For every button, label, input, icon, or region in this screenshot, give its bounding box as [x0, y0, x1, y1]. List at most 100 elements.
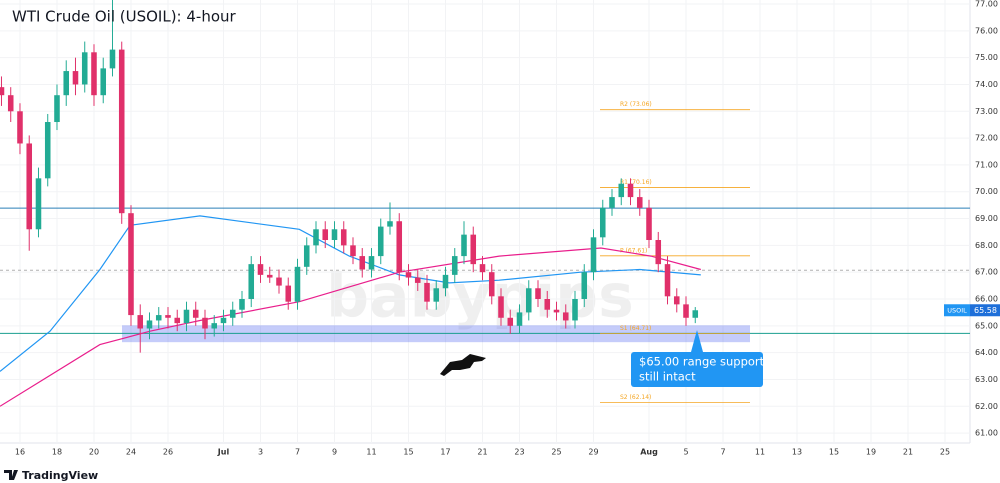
callout-text: still intact [639, 370, 696, 384]
candle-body [636, 197, 643, 208]
plot-area: R2 (73.06) R1 (70.16) P (67.61) S1 (64.71) S… [0, 0, 970, 443]
callout-text: $65.00 range support [639, 355, 765, 369]
candle-body [405, 272, 412, 278]
y-tick-label: 74.00 [975, 80, 998, 89]
brand-logo [4, 470, 18, 480]
candle-body [146, 320, 153, 329]
x-tick-label: 29 [588, 448, 598, 457]
x-tick-label: 19 [866, 448, 876, 457]
candle-body [599, 207, 606, 238]
pivot-label: S1 (64.71) [620, 325, 651, 332]
candle-body [340, 229, 347, 246]
candle-body [414, 277, 421, 283]
candle-body [192, 309, 199, 318]
candle-body [331, 229, 338, 241]
candle-body [507, 317, 514, 326]
candle-body [155, 315, 162, 321]
brand-name: TradingView [22, 469, 98, 482]
chart-title: WTI Crude Oil (USOIL): 4-hour [12, 8, 237, 26]
y-tick-label: 75.00 [975, 53, 998, 62]
x-tick-label: 11 [366, 448, 376, 457]
candle-body [572, 298, 578, 321]
candle-body [442, 274, 449, 289]
moving-average [0, 215, 701, 372]
candle-body [553, 309, 560, 313]
candle-body [266, 274, 273, 278]
y-tick-label: 76.00 [975, 26, 998, 35]
candle-body [618, 183, 625, 198]
x-tick-label: 17 [440, 448, 450, 457]
x-tick-label: 26 [163, 448, 173, 457]
candle-body [137, 315, 144, 329]
pivot-label: P (67.61) [620, 247, 647, 254]
candle-body [673, 296, 680, 305]
x-tick-label: 24 [126, 448, 136, 457]
candle-body [488, 272, 495, 297]
price-tag-bg [970, 304, 1000, 317]
candle-body [396, 221, 403, 273]
candle-body [470, 234, 477, 265]
y-tick-label: 68.00 [975, 241, 998, 250]
y-tick-label: 73.00 [975, 107, 998, 116]
candle-body [44, 122, 51, 179]
candle-body [26, 143, 33, 230]
candle-body [535, 288, 541, 299]
price-tag-symbol-bg [944, 304, 970, 317]
candle-body [54, 95, 60, 123]
y-tick-label: 72.00 [975, 134, 998, 143]
candle-body [451, 256, 458, 275]
y-tick-label: 69.00 [975, 214, 998, 223]
candle-body [174, 317, 181, 324]
candle-body [479, 264, 486, 273]
candle-body [100, 68, 107, 96]
candle-body [646, 207, 652, 241]
x-tick-label: 25 [551, 448, 561, 457]
candle-body [461, 234, 467, 257]
candle-body [211, 323, 218, 329]
x-tick-label: 15 [829, 448, 839, 457]
candle-body [368, 256, 375, 270]
candle-body [387, 221, 393, 227]
price-tag-value: 65.58 [974, 306, 997, 315]
candle-body [544, 298, 551, 310]
y-tick-label: 62.00 [975, 402, 998, 411]
candle-body [109, 49, 116, 69]
x-tick-label: Jul [217, 448, 230, 457]
pivot-label: R2 (73.06) [620, 101, 652, 108]
candle-body [433, 288, 440, 302]
y-tick-label: 71.00 [975, 160, 998, 169]
callout-box [631, 352, 763, 387]
candle-body [229, 309, 236, 318]
candle-body [359, 256, 366, 270]
candle-body [322, 229, 329, 241]
candle-body [7, 95, 14, 112]
y-tick-label: 65.00 [975, 321, 998, 330]
candle-body [276, 277, 282, 286]
x-tick-label: 15 [403, 448, 413, 457]
candle-body [17, 111, 23, 144]
callout-pointer [691, 330, 703, 352]
x-tick-label: 21 [477, 448, 487, 457]
x-tick-label: 3 [258, 448, 263, 457]
x-tick-label: 7 [720, 448, 725, 457]
y-tick-label: 64.00 [975, 348, 998, 357]
candle-body [248, 264, 255, 299]
candle-body [128, 213, 134, 316]
candle-body [313, 229, 319, 246]
price-tag-symbol: USOIL [947, 306, 967, 314]
x-tick-label: 21 [903, 448, 913, 457]
pivot-label: S2 (62.14) [620, 394, 651, 401]
x-tick-label: 5 [683, 448, 688, 457]
y-tick-label: 63.00 [975, 375, 998, 384]
candle-body [377, 226, 384, 257]
x-tick-label: 18 [52, 448, 62, 457]
x-tick-label: 13 [792, 448, 802, 457]
x-tick-label: 20 [89, 448, 99, 457]
candle-body [35, 178, 42, 230]
candle-body [91, 52, 97, 96]
y-tick-label: 66.00 [975, 294, 998, 303]
x-tick-label: 16 [15, 448, 25, 457]
moving-average [0, 247, 701, 407]
y-tick-label: 70.00 [975, 187, 998, 196]
